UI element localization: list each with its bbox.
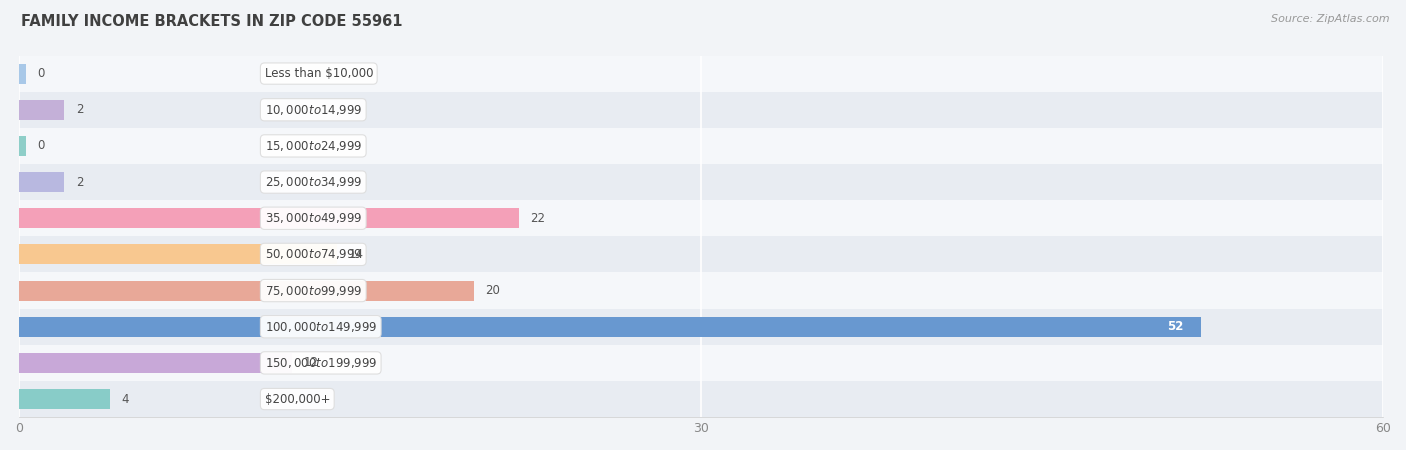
Bar [20,128,1384,164]
Bar [20,244,337,264]
Text: $50,000 to $74,999: $50,000 to $74,999 [264,248,361,261]
Bar [20,273,1384,309]
Text: Source: ZipAtlas.com: Source: ZipAtlas.com [1271,14,1389,23]
Bar [20,63,25,84]
Bar [20,172,65,192]
Text: $100,000 to $149,999: $100,000 to $149,999 [264,320,377,334]
Text: $10,000 to $14,999: $10,000 to $14,999 [264,103,361,117]
Text: $150,000 to $199,999: $150,000 to $199,999 [264,356,377,370]
Text: $35,000 to $49,999: $35,000 to $49,999 [264,211,361,225]
Bar [20,208,519,228]
Text: $200,000+: $200,000+ [264,392,330,405]
Text: 12: 12 [304,356,318,369]
Bar [20,55,1384,92]
Text: 14: 14 [349,248,364,261]
Text: 0: 0 [37,140,45,153]
Bar [20,389,110,409]
Text: 4: 4 [121,392,129,405]
Text: 0: 0 [37,67,45,80]
Text: $75,000 to $99,999: $75,000 to $99,999 [264,284,361,297]
Text: 20: 20 [485,284,501,297]
Bar [20,317,1201,337]
Text: 22: 22 [530,212,546,225]
Bar [20,281,474,301]
Bar [20,164,1384,200]
Bar [20,100,65,120]
Bar [20,200,1384,236]
Text: Less than $10,000: Less than $10,000 [264,67,373,80]
Text: $15,000 to $24,999: $15,000 to $24,999 [264,139,361,153]
Bar [20,92,1384,128]
Text: 2: 2 [76,176,83,189]
Bar [20,136,25,156]
Text: 2: 2 [76,103,83,116]
Bar [20,309,1384,345]
Bar [20,236,1384,273]
Text: 52: 52 [1167,320,1182,333]
Bar [20,381,1384,417]
Text: FAMILY INCOME BRACKETS IN ZIP CODE 55961: FAMILY INCOME BRACKETS IN ZIP CODE 55961 [21,14,402,28]
Bar [20,345,1384,381]
Bar [20,353,292,373]
Text: $25,000 to $34,999: $25,000 to $34,999 [264,175,361,189]
